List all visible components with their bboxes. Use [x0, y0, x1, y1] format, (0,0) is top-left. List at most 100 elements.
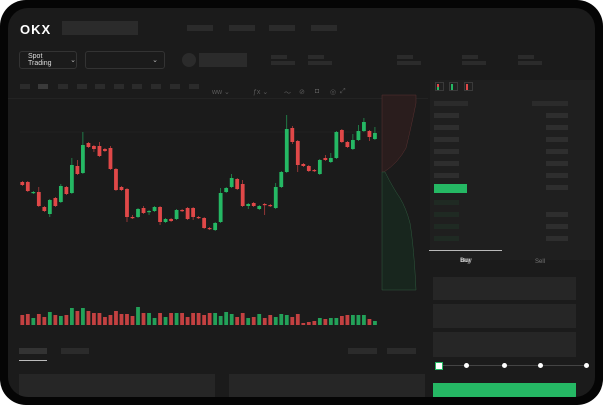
bid-amount — [546, 224, 568, 229]
amount-input[interactable] — [433, 304, 576, 328]
volume-bar — [53, 315, 58, 325]
candle-body — [119, 187, 124, 190]
book-asks-icon[interactable] — [464, 82, 473, 91]
camera-icon[interactable]: ◘ — [315, 88, 320, 95]
volume-bar — [224, 312, 229, 325]
candle-body — [108, 148, 113, 169]
search-bar[interactable] — [62, 21, 138, 35]
market-type-dropdown[interactable]: Spot Trading ⌄ — [19, 51, 77, 69]
timeframe-button[interactable] — [170, 84, 180, 89]
volume-bar — [64, 315, 69, 325]
last-price-highlight — [434, 184, 467, 193]
volume-bar — [301, 323, 306, 325]
nav-item[interactable] — [311, 25, 337, 31]
timeframe-button[interactable] — [95, 84, 105, 89]
tab-open-orders[interactable] — [19, 348, 47, 354]
volume-bar — [235, 317, 240, 325]
candle-type-icon[interactable]: ww ⌄ — [212, 89, 230, 96]
candle-body — [31, 192, 36, 194]
timeframe-button[interactable] — [77, 84, 87, 89]
pair-price — [199, 53, 247, 67]
bid-price — [434, 236, 459, 241]
stat-value — [462, 61, 486, 65]
divider — [8, 98, 428, 99]
tab-order-history[interactable] — [61, 348, 89, 354]
candle-body — [25, 182, 30, 191]
active-tab-underline — [429, 250, 502, 251]
ruler-icon[interactable]: ⊘ — [299, 89, 305, 96]
volume-bar — [114, 311, 118, 325]
volume-bar — [180, 313, 184, 325]
tab-sell[interactable]: Sell — [535, 259, 546, 265]
book-both-icon[interactable] — [435, 82, 444, 91]
candle-body — [75, 166, 80, 174]
stat-value — [518, 61, 542, 65]
candle-body — [158, 207, 162, 222]
settings-icon[interactable]: ◎ — [330, 89, 337, 96]
candle-body — [141, 208, 146, 213]
pair-dropdown[interactable]: ⌄ — [85, 51, 165, 69]
timeframe-button[interactable] — [38, 84, 48, 89]
ask-price — [434, 173, 459, 178]
nav-item[interactable] — [187, 25, 213, 31]
book-bids-icon[interactable] — [449, 82, 458, 91]
nav-item[interactable] — [229, 25, 255, 31]
slider-step[interactable] — [502, 363, 507, 368]
fullscreen-icon[interactable]: ⤢ — [340, 88, 346, 95]
price-input[interactable] — [433, 277, 576, 300]
candle-body — [97, 146, 102, 156]
candle-body — [301, 164, 306, 166]
slider-handle[interactable] — [435, 362, 443, 370]
active-tab-label: Buy — [460, 258, 472, 264]
slider-track[interactable] — [438, 365, 588, 366]
timeframe-button[interactable] — [132, 84, 142, 89]
volume-bar — [42, 317, 47, 325]
stat-label — [271, 55, 287, 59]
nav-item[interactable] — [269, 25, 295, 31]
ask-price — [434, 161, 459, 166]
volume-bar — [163, 317, 168, 325]
volume-bar — [207, 313, 212, 325]
stat-label — [518, 55, 534, 59]
candle-body — [185, 208, 190, 219]
volume-bar — [345, 315, 350, 325]
slider-step[interactable] — [584, 363, 589, 368]
slider-step[interactable] — [464, 363, 469, 368]
candle-body — [306, 166, 311, 171]
line-tool-icon[interactable]: 〜 — [284, 90, 291, 97]
indicator-icon[interactable]: ƒx ⌄ — [253, 89, 269, 96]
stat-label — [462, 55, 478, 59]
candle-body — [328, 158, 333, 162]
candle-body — [284, 129, 289, 172]
candle-body — [86, 143, 91, 147]
depth-chart — [381, 94, 417, 291]
timeframe-button[interactable] — [20, 84, 30, 89]
tab-buy[interactable]: Buy — [460, 258, 471, 264]
order-card — [229, 374, 425, 397]
volume-bar — [75, 311, 80, 325]
candlestick-chart[interactable] — [8, 8, 428, 338]
total-input[interactable] — [433, 332, 576, 357]
timeframe-button[interactable] — [58, 84, 68, 89]
candle-body — [136, 209, 140, 217]
filter-button[interactable] — [348, 348, 377, 354]
buy-button[interactable] — [433, 383, 576, 397]
candle-body — [191, 208, 196, 217]
filter-button[interactable] — [387, 348, 416, 354]
timeframe-button[interactable] — [151, 84, 161, 89]
slider-step[interactable] — [538, 363, 543, 368]
candle-body — [58, 186, 63, 202]
candle-body — [81, 145, 85, 173]
timeframe-button[interactable] — [114, 84, 124, 89]
candle-body — [130, 217, 135, 219]
volume-bar — [158, 313, 162, 325]
candle-body — [257, 206, 262, 209]
ask-amount — [546, 161, 568, 166]
candle-body — [345, 142, 350, 147]
timeframe-button[interactable] — [189, 84, 199, 89]
volume-bar — [295, 314, 300, 325]
volume-bar — [290, 317, 295, 325]
chevron-down-icon: ⌄ — [70, 57, 76, 64]
candle-body — [229, 178, 234, 187]
volume-bar — [251, 317, 256, 325]
